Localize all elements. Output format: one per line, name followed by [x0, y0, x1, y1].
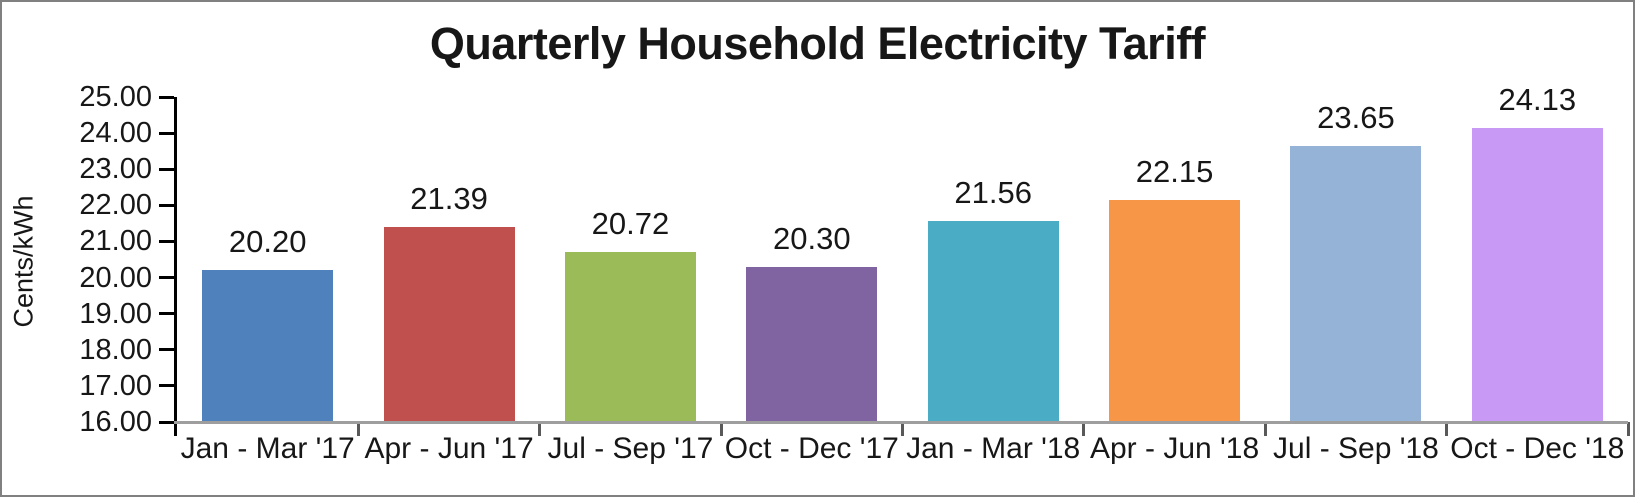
- x-axis-tick-label: Oct - Dec '17: [724, 432, 899, 465]
- bar: [927, 221, 1059, 422]
- bar: [1471, 128, 1603, 422]
- bar-value-label: 21.56: [954, 175, 1032, 211]
- x-axis-tick-label: Oct - Dec '18: [1450, 432, 1625, 465]
- bar-value-label: 20.72: [591, 205, 670, 241]
- bar: [564, 251, 696, 422]
- y-axis-tick-label: 19.00: [79, 297, 152, 330]
- y-axis-tick-label: 23.00: [79, 153, 152, 186]
- y-axis-tick-label: 17.00: [79, 369, 152, 402]
- y-axis-tick: [159, 131, 174, 135]
- x-axis-tick: [901, 422, 904, 436]
- bar: [383, 227, 515, 422]
- x-axis-tick-label: Apr - Jun '17: [364, 432, 534, 465]
- bar-value-label: 20.20: [228, 224, 307, 260]
- x-axis-tick: [1082, 422, 1086, 436]
- y-axis-tick-label: 16.00: [79, 406, 152, 438]
- x-axis-tick: [719, 422, 723, 436]
- y-axis-tick: [159, 276, 174, 280]
- y-axis-tick: [159, 312, 174, 316]
- y-axis-tick-label: 24.00: [79, 117, 152, 150]
- y-axis-tick: [159, 420, 174, 424]
- x-axis-tick: [1626, 422, 1630, 436]
- x-axis-tick-label: Jul - Sep '17: [547, 432, 714, 465]
- bar: [1109, 199, 1241, 422]
- bar-value-label: 22.15: [1135, 153, 1214, 189]
- x-axis-tick-label: Jan - Mar '18: [906, 432, 1081, 465]
- x-axis-line: [174, 421, 1628, 424]
- chart-title: Quarterly Household Electricity Tariff: [429, 18, 1206, 69]
- y-axis-tick-label: 20.00: [79, 261, 152, 294]
- y-axis-tick: [159, 203, 174, 207]
- y-axis-tick: [159, 239, 174, 243]
- x-axis-tick-label: Jan - Mar '17: [180, 432, 355, 465]
- y-axis-tick-label: 21.00: [79, 225, 152, 258]
- bar: [202, 270, 334, 422]
- bar-value-label: 20.30: [773, 220, 851, 256]
- y-axis-tick: [159, 348, 174, 352]
- x-axis-tick-label: Jul - Sep '18: [1273, 432, 1439, 465]
- y-axis-tick: [159, 384, 174, 388]
- y-axis-tick: [159, 167, 174, 171]
- y-axis-tick-label: 22.00: [79, 189, 152, 222]
- y-axis-line: [174, 97, 177, 436]
- y-axis-tick-label: 18.00: [79, 333, 152, 366]
- bar-value-label: 23.65: [1317, 99, 1395, 135]
- x-axis-tick-label: Apr - Jun '18: [1089, 432, 1260, 465]
- bar: [746, 266, 878, 422]
- bar-value-label: 24.13: [1498, 82, 1577, 118]
- x-axis-tick: [538, 422, 542, 436]
- bar: [1290, 145, 1422, 422]
- y-axis-tick-label: 25.00: [79, 81, 152, 113]
- x-axis-tick: [1445, 422, 1449, 436]
- x-axis-tick: [1263, 422, 1267, 436]
- bar-value-label: 21.39: [410, 181, 488, 217]
- y-axis-tick: [159, 95, 174, 99]
- x-axis-tick: [356, 422, 360, 436]
